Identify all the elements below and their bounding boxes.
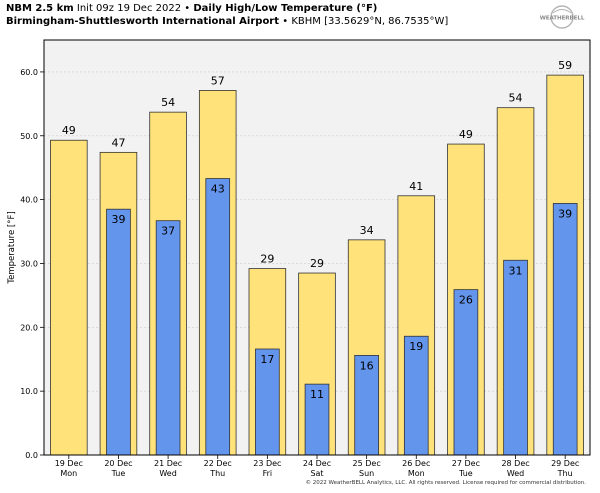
x-tick-label-day: Sun: [359, 469, 374, 478]
y-tick-label: 60.0: [20, 68, 38, 77]
low-value-label: 39: [111, 213, 125, 226]
plot-frame: [43, 39, 591, 456]
high-value-label: 49: [62, 124, 76, 137]
low-value-label: 43: [211, 183, 225, 196]
low-value-label: 19: [409, 340, 423, 353]
x-tick-label-day: Wed: [159, 469, 176, 478]
high-value-label: 34: [360, 224, 374, 237]
y-tick-label: 20.0: [20, 323, 38, 332]
low-bar: [403, 335, 429, 456]
y-tick-label: 10.0: [20, 387, 38, 396]
high-value-label: 49: [459, 128, 473, 141]
x-tick-label-day: Mon: [60, 469, 77, 478]
low-bar: [552, 203, 578, 456]
x-tick-label-date: 23 Dec: [253, 459, 281, 468]
low-value-label: 37: [161, 225, 175, 238]
x-tick-label-day: Thu: [209, 469, 225, 478]
x-tick-label-date: 24 Dec: [303, 459, 331, 468]
x-tick-label-date: 26 Dec: [402, 459, 430, 468]
high-value-label: 47: [111, 136, 125, 149]
station-id: KBHM: [291, 16, 321, 27]
weatherbell-logo: WEATHERBELL: [540, 5, 585, 29]
x-tick-label-day: Sat: [310, 469, 323, 478]
low-value-label: 16: [360, 359, 374, 372]
model-name: NBM 2.5 km: [6, 3, 74, 14]
x-tick-label-day: Wed: [507, 469, 524, 478]
x-tick-label-date: 29 Dec: [551, 459, 579, 468]
x-tick-label-date: 27 Dec: [452, 459, 480, 468]
high-value-label: 54: [161, 96, 175, 109]
y-tick-label: 0.0: [25, 451, 38, 460]
x-tick-label-date: 21 Dec: [154, 459, 182, 468]
low-bar: [503, 259, 528, 456]
init-time: Init 09z 19 Dec 2022: [76, 3, 182, 14]
station-name: Birmingham-Shuttlesworth International A…: [6, 16, 280, 27]
low-bar: [205, 178, 231, 456]
y-axis-label: Temperature [°F]: [7, 211, 17, 284]
low-bar: [453, 289, 479, 456]
low-value-label: 11: [310, 388, 324, 401]
x-tick-label-day: Tue: [458, 469, 473, 478]
y-tick-label: 30.0: [20, 259, 38, 268]
low-value-label: 31: [509, 264, 523, 277]
x-tick-label-day: Fri: [263, 469, 273, 478]
high-value-label: 41: [409, 180, 423, 193]
high-value-label: 29: [260, 253, 274, 266]
x-tick-label-day: Thu: [557, 469, 573, 478]
high-value-label: 29: [310, 257, 324, 270]
high-bar: [50, 139, 88, 456]
low-value-label: 39: [558, 207, 572, 220]
x-tick-label-date: 20 Dec: [104, 459, 132, 468]
x-tick-label-date: 22 Dec: [204, 459, 232, 468]
low-value-label: 17: [260, 353, 274, 366]
x-tick-label-date: 19 Dec: [55, 459, 83, 468]
high-value-label: 59: [558, 59, 572, 72]
product-title: Daily High/Low Temperature (°F): [193, 3, 378, 14]
logo-wordmark: WEATHERBELL: [540, 16, 585, 22]
x-tick-label-date: 25 Dec: [353, 459, 381, 468]
header-line-1: NBM 2.5 km Init 09z 19 Dec 2022 • Daily …: [6, 3, 377, 14]
station-coords: [33.5629°N, 86.7535°W]: [324, 16, 449, 27]
high-value-label: 57: [211, 74, 225, 87]
x-tick-label-date: 28 Dec: [501, 459, 529, 468]
y-tick-label: 40.0: [20, 196, 38, 205]
copyright-notice: © 2022 WeatherBELL Analytics, LLC. All r…: [305, 480, 586, 486]
x-tick-label-day: Mon: [408, 469, 425, 478]
header-line-2: Birmingham-Shuttlesworth International A…: [6, 16, 448, 27]
low-value-label: 26: [459, 294, 473, 307]
separator-bullet-2: •: [282, 16, 289, 27]
low-bar: [106, 208, 131, 456]
x-tick-label-day: Tue: [111, 469, 126, 478]
separator-bullet: •: [184, 3, 191, 14]
high-value-label: 54: [509, 92, 523, 105]
y-tick-label: 50.0: [20, 132, 38, 141]
low-bar: [155, 220, 181, 456]
